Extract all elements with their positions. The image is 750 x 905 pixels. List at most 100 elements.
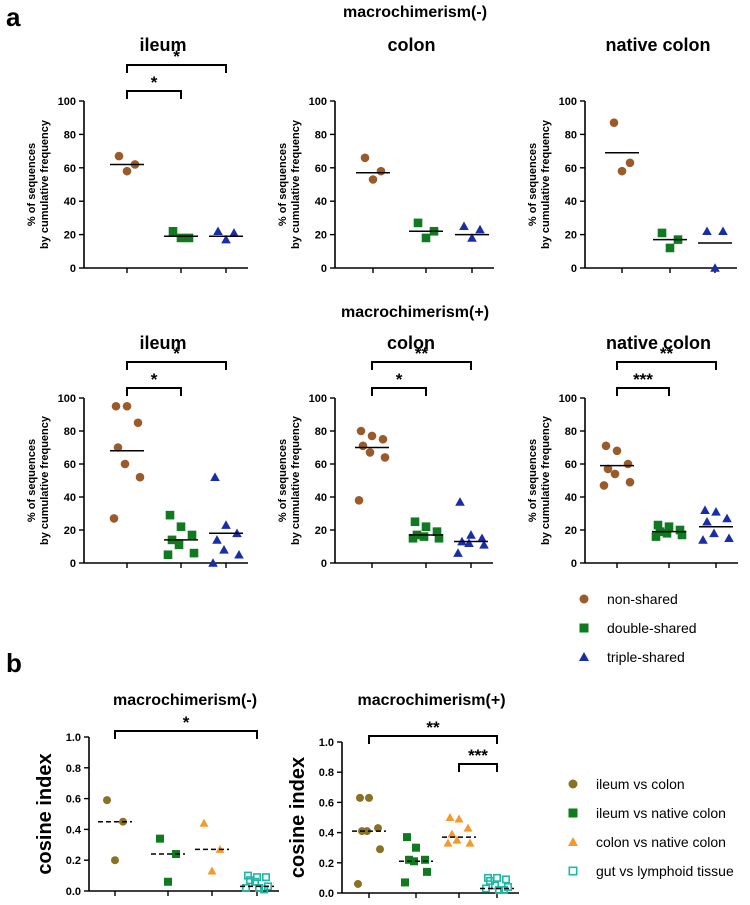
data-point — [354, 879, 362, 888]
y-axis-label: cosine index — [34, 753, 56, 874]
y-axis-label-line1: % of sequences — [527, 143, 539, 226]
chart-b-cosine-pos: macrochimerism(+) 0.0 0.2 0.4 0.6 0.8 1.0 cosin… — [287, 692, 519, 900]
y-tick-label: 1.0 — [66, 732, 81, 744]
y-tick-label: 40 — [315, 492, 327, 504]
y-tick-label: 20 — [64, 525, 76, 537]
data-point — [662, 529, 672, 538]
y-tick-label: 20 — [315, 525, 327, 537]
data-point — [176, 522, 186, 531]
data-point — [174, 540, 184, 550]
y-tick-label: 80 — [315, 129, 327, 141]
y-axis-label-line1: % of sequences — [277, 143, 289, 226]
data-point — [665, 243, 675, 253]
data-point — [657, 228, 667, 238]
data-point — [408, 533, 418, 543]
data-point — [612, 446, 622, 456]
significance-label: *** — [633, 370, 653, 389]
data-point — [423, 867, 431, 876]
significance-label: *** — [468, 746, 488, 765]
data-point — [499, 885, 508, 894]
chart-title: colon — [388, 35, 436, 55]
data-point — [709, 528, 719, 538]
data-point — [475, 224, 485, 234]
data-point — [365, 448, 375, 457]
data-point — [419, 532, 429, 541]
data-point — [358, 441, 368, 451]
y-tick-label: 0 — [571, 558, 577, 570]
data-point — [229, 228, 239, 237]
significance-label: * — [173, 47, 180, 66]
data-point — [380, 453, 390, 462]
legend-label: triple-shared — [607, 649, 685, 665]
y-axis-label-line2: by cumulative frequency — [290, 415, 302, 545]
significance-bracket — [616, 387, 670, 396]
data-point — [376, 166, 386, 176]
data-point — [367, 431, 377, 441]
data-point — [360, 153, 370, 163]
data-point — [677, 530, 687, 540]
data-point — [363, 827, 371, 836]
data-point — [401, 878, 409, 887]
legend-marker — [579, 623, 589, 633]
y-tick-label: 0.6 — [66, 794, 81, 806]
data-point — [199, 818, 209, 827]
data-point — [374, 824, 382, 833]
data-point — [253, 873, 262, 882]
y-tick-label: 60 — [315, 459, 327, 471]
significance-label: * — [151, 370, 158, 389]
y-tick-label: 40 — [315, 196, 327, 208]
y-axis-label-line2: by cumulative frequency — [540, 415, 552, 545]
data-point — [501, 875, 510, 884]
data-point — [410, 517, 420, 527]
y-tick-label: 60 — [565, 163, 577, 175]
data-point — [492, 873, 501, 882]
data-point — [410, 857, 418, 866]
significance-bracket — [126, 387, 182, 396]
data-point — [467, 233, 477, 242]
y-axis-label-line1: % of sequences — [527, 439, 539, 522]
chart-a-native-colon-pos: native colon 0 20 40 60 80 100 % of sequences by… — [527, 333, 738, 570]
y-tick-label: 0 — [571, 263, 577, 275]
data-point — [623, 459, 633, 469]
y-tick-label: 40 — [565, 492, 577, 504]
y-tick-label: 0.6 — [319, 797, 334, 809]
y-tick-label: 60 — [315, 163, 327, 175]
data-point — [164, 877, 172, 886]
data-point — [246, 876, 255, 885]
data-point — [465, 838, 475, 847]
data-point — [625, 477, 635, 487]
legend-marker — [579, 652, 589, 661]
data-point — [221, 234, 231, 244]
heading-macrochimerism-neg: macrochimerism(-) — [343, 4, 487, 21]
chart-b-cosine-neg: macrochimerism(-) 0.0 0.2 0.4 0.6 0.8 1.0 cosin… — [34, 692, 279, 898]
data-point — [432, 527, 442, 536]
data-point — [120, 459, 130, 469]
data-point — [156, 834, 164, 843]
data-point — [455, 497, 465, 506]
heading-macrochimerism-pos: macrochimerism(+) — [341, 304, 489, 321]
significance-bracket — [114, 730, 258, 739]
significance-bracket — [371, 361, 472, 370]
data-point — [113, 443, 123, 452]
panel-a-label: a — [6, 2, 21, 32]
legend-marker — [568, 866, 578, 876]
data-point — [163, 550, 173, 560]
data-point — [378, 434, 388, 444]
data-point — [421, 522, 431, 531]
data-point — [443, 838, 453, 847]
data-point — [603, 464, 613, 474]
data-point — [599, 481, 609, 490]
significance-label: * — [173, 344, 180, 363]
data-point — [114, 151, 124, 161]
data-point — [187, 530, 197, 540]
data-point — [207, 866, 217, 875]
data-point — [405, 855, 413, 864]
y-tick-label: 0.4 — [319, 828, 335, 840]
y-tick-label: 60 — [64, 163, 76, 175]
data-point — [221, 520, 231, 529]
y-tick-label: 80 — [565, 129, 577, 141]
y-tick-label: 80 — [315, 426, 327, 438]
data-point — [133, 418, 143, 428]
legend-label: non-shared — [607, 591, 678, 607]
chart-title: colon — [387, 333, 435, 353]
